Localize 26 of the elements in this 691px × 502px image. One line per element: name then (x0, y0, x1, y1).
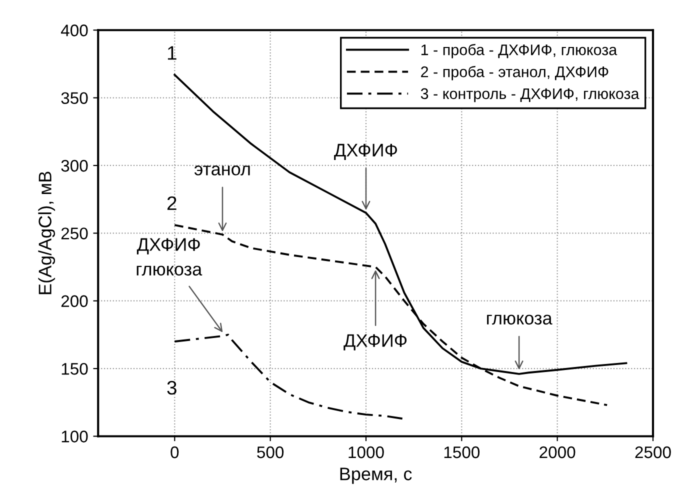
y-tick-label: 250 (61, 228, 88, 240)
y-tick-label: 200 (61, 295, 88, 308)
legend-label: 3 - контроль - ДХФИФ, глюкоза (420, 88, 640, 102)
x-tick-label: 1500 (444, 446, 480, 458)
legend-label: 1 - проба - ДХФИФ, глюкоза (421, 44, 618, 58)
y-tick-label: 400 (60, 24, 88, 36)
x-tick-label: 0 (170, 446, 179, 458)
x-tick-label: 500 (257, 446, 284, 458)
x-axis-title: Время, с (340, 468, 412, 484)
y-axis-title: E(Ag/AgCl), мВ (38, 172, 56, 294)
annotation: 2 (167, 196, 176, 210)
annotation: глюкоза (487, 314, 552, 325)
y-tick-label: 300 (61, 160, 88, 172)
annotation: ДХФИФ (334, 144, 397, 160)
y-tick-label: 100 (62, 430, 88, 442)
x-tick-label: 1000 (348, 446, 384, 458)
legend-label: 2 - проба - этанол, ДХФИФ (421, 66, 608, 80)
annotation: 1 (168, 46, 176, 60)
annotation: 3 (167, 380, 176, 395)
y-tick-label: 150 (62, 362, 88, 375)
x-tick-label: 2000 (540, 446, 576, 458)
annotation: этанол (194, 166, 250, 176)
annotation: ДХФИФ (344, 334, 407, 350)
x-tick-label: 2500 (635, 446, 671, 458)
y-tick-label: 350 (61, 92, 88, 104)
annotation: ДХФИФ глюкоза (136, 238, 202, 276)
